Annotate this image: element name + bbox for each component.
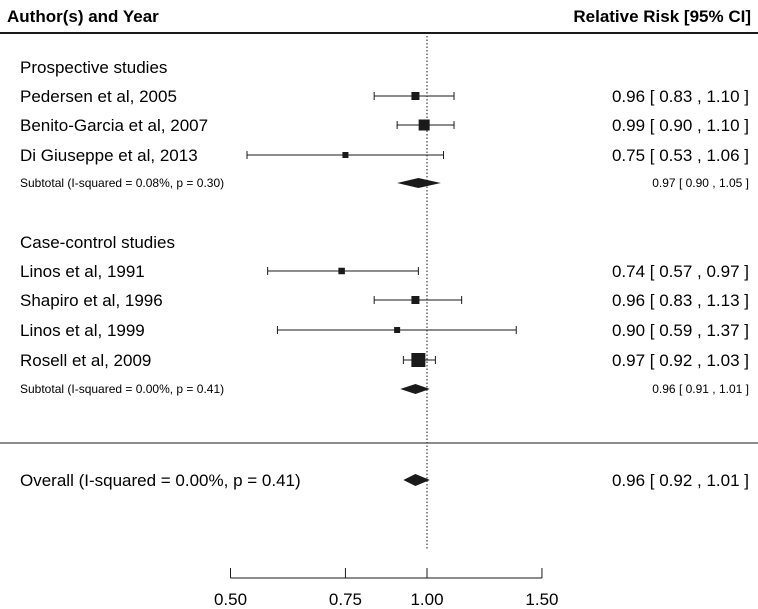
study-2-label: Benito-Garcia et al, 2007 [20,116,208,135]
study-5-label: Shapiro et al, 1996 [20,291,163,310]
study-2-ci-text: 0.99 [ 0.90 , 1.10 ] [612,116,749,135]
x-tick-label-1: 0.75 [329,590,362,609]
x-tick-label-3: 1.50 [525,590,558,609]
study-6-point [394,327,401,333]
subtotal-1-ci-text: 0.97 [ 0.90 , 1.05 ] [652,176,749,190]
study-3-ci-text: 0.75 [ 0.53 , 1.06 ] [612,146,749,165]
subtotal-2-diamond [400,384,430,394]
study-1-label: Pedersen et al, 2005 [20,87,177,106]
subtotal-1-diamond [397,178,441,188]
subtotal-1-label: Subtotal (I-squared = 0.08%, p = 0.30) [20,176,224,190]
subtotal-2-label: Subtotal (I-squared = 0.00%, p = 0.41) [20,382,224,396]
chart-marks: Pedersen et al, 2005 0.96 [ 0.83 , 1.10 ]… [20,36,749,550]
header-left: Author(s) and Year [7,7,159,26]
overall-ci-text: 0.96 [ 0.92 , 1.01 ] [612,471,749,490]
group-title-case-control: Case-control studies [20,233,175,252]
header-right: Relative Risk [95% CI] [573,7,751,26]
study-3-label: Di Giuseppe et al, 2013 [20,146,198,165]
study-1-ci-text: 0.96 [ 0.83 , 1.10 ] [612,87,749,106]
study-6-ci-text: 0.90 [ 0.59 , 1.37 ] [612,321,749,340]
study-6-label: Linos et al, 1999 [20,321,145,340]
x-tick-label-0: 0.50 [214,590,247,609]
study-3-point [342,152,349,158]
study-7-label: Rosell et al, 2009 [20,351,151,370]
group-title-prospective: Prospective studies [20,58,167,77]
x-axis: 0.50 0.75 1.00 1.50 [214,568,558,609]
study-4-point [338,267,345,275]
overall-diamond [403,474,430,486]
study-4-ci-text: 0.74 [ 0.57 , 0.97 ] [612,262,749,281]
study-7-point [411,353,426,367]
study-2-point [418,119,430,131]
study-1-point [411,92,420,100]
study-7-ci-text: 0.97 [ 0.92 , 1.03 ] [612,351,749,370]
x-tick-label-2: 1.00 [410,590,443,609]
study-5-ci-text: 0.96 [ 0.83 , 1.13 ] [612,291,749,310]
subtotal-2-ci-text: 0.96 [ 0.91 , 1.01 ] [652,382,749,396]
study-5-point [411,296,420,304]
overall-label: Overall (I-squared = 0.00%, p = 0.41) [20,471,301,490]
study-4-label: Linos et al, 1991 [20,262,145,281]
